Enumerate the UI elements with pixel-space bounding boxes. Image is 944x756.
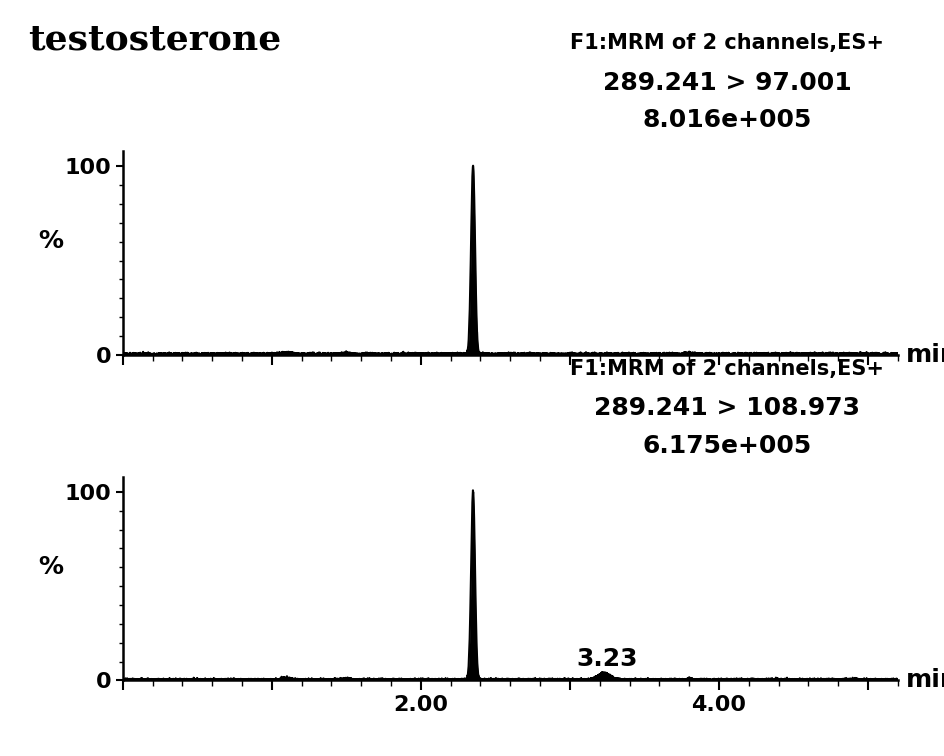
Text: 8.016e+005: 8.016e+005 — [642, 108, 811, 132]
Text: 6.175e+005: 6.175e+005 — [642, 434, 811, 458]
Text: 289.241 > 97.001: 289.241 > 97.001 — [602, 70, 851, 94]
Text: F1:MRM of 2 channels,ES+: F1:MRM of 2 channels,ES+ — [569, 358, 884, 379]
Text: testosterone: testosterone — [28, 23, 281, 57]
Y-axis label: %: % — [38, 229, 63, 253]
Text: min: min — [904, 342, 944, 367]
Text: 3.23: 3.23 — [576, 647, 637, 671]
Text: 289.241 > 108.973: 289.241 > 108.973 — [594, 396, 859, 420]
Y-axis label: %: % — [38, 555, 63, 578]
Text: min: min — [904, 668, 944, 692]
Text: F1:MRM of 2 channels,ES+: F1:MRM of 2 channels,ES+ — [569, 33, 884, 53]
